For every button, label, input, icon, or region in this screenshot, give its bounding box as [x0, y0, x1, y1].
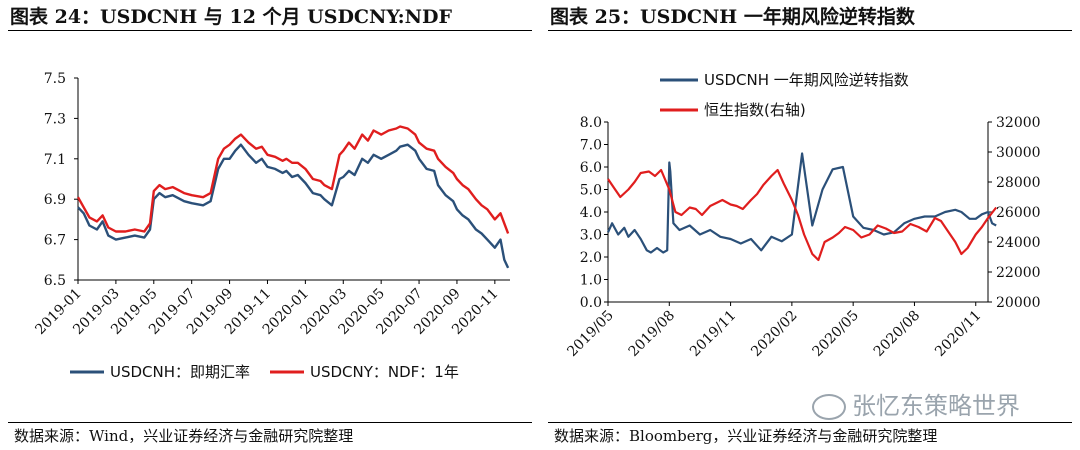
- y2-tick-label: 24000: [996, 235, 1041, 251]
- y2-tick-label: 30000: [996, 145, 1041, 161]
- legend-label: 恒生指数(右轴): [704, 101, 806, 119]
- y-tick-label: 5.0: [580, 183, 602, 199]
- y2-tick-label: 28000: [996, 175, 1041, 191]
- legend-label: USDCNH 一年期风险逆转指数: [704, 71, 909, 89]
- y-tick-label: 1.0: [580, 273, 602, 289]
- legend-label: USDCNY：NDF：1年: [310, 363, 459, 381]
- y2-tick-label: 20000: [996, 295, 1041, 311]
- x-tick-label: 2019/11: [687, 308, 739, 360]
- panel-left: 图表 24：USDCNH 与 12 个月 USDCNY:NDF 6.5 6.7 6.…: [8, 6, 532, 445]
- panel-right: 图表 25：USDCNH 一年期风险逆转指数 0.0 1.0 2.0 3.0 4.0 5.…: [540, 0, 1080, 450]
- watermark-text: 张忆东策略世界: [852, 392, 1020, 420]
- x-tick-label: 2019/08: [626, 308, 678, 360]
- y-tick-label: 7.3: [44, 111, 66, 127]
- x-tick-label: 2020/11: [932, 308, 984, 360]
- y2-tick-label: 32000: [996, 115, 1041, 131]
- series-line-1: [76, 125, 510, 234]
- y-tick-label: 7.5: [44, 71, 66, 87]
- y-tick-label: 7.1: [44, 152, 66, 168]
- chart-title-right: 图表 25：USDCNH 一年期风险逆转指数: [550, 6, 915, 28]
- title-rule-right: [548, 30, 1072, 31]
- y-tick-label: 2.0: [580, 250, 602, 266]
- x-tick-label: 2020/08: [871, 308, 923, 360]
- source-rule-right: [548, 422, 1072, 423]
- x-tick-label: 2019/05: [564, 308, 616, 360]
- y2-tick-label: 26000: [996, 205, 1041, 221]
- y-tick-label: 0.0: [580, 295, 602, 311]
- y-tick-label: 7.0: [580, 138, 602, 154]
- wechat-icon: [812, 394, 846, 420]
- watermark: 张忆东策略世界: [812, 386, 1020, 421]
- series-line-1: [607, 168, 998, 262]
- x-tick-label: 2020/02: [748, 308, 800, 360]
- chart-right: 0.0 1.0 2.0 3.0 4.0 5.0 6.0 7.0 8.0 20000 22000 240…: [564, 71, 1041, 360]
- y-tick-label: 6.7: [44, 233, 66, 249]
- legend-label: USDCNH：即期汇率: [110, 363, 250, 381]
- y-tick-label: 6.0: [580, 160, 602, 176]
- y-tick-label: 8.0: [580, 115, 602, 131]
- series-line-0: [606, 152, 997, 254]
- y2-tick-label: 22000: [996, 265, 1041, 281]
- source-text-left: 数据来源：Wind，兴业证券经济与金融研究院整理: [14, 427, 354, 445]
- y-tick-label: 6.5: [44, 273, 66, 289]
- y-tick-label: 4.0: [580, 205, 602, 221]
- x-tick-label: 2020/05: [810, 308, 862, 360]
- chart-title-left: 图表 24：USDCNH 与 12 个月 USDCNY:NDF: [10, 6, 452, 28]
- source-text-right: 数据来源：Bloomberg，兴业证券经济与金融研究院整理: [554, 427, 938, 445]
- y-tick-label: 6.9: [44, 192, 66, 208]
- source-rule-left: [8, 422, 532, 423]
- chart-left: 6.56.76.97.17.37.52019-012019-032019-052…: [32, 71, 510, 381]
- y-tick-label: 3.0: [580, 228, 602, 244]
- title-rule-left: [8, 30, 532, 31]
